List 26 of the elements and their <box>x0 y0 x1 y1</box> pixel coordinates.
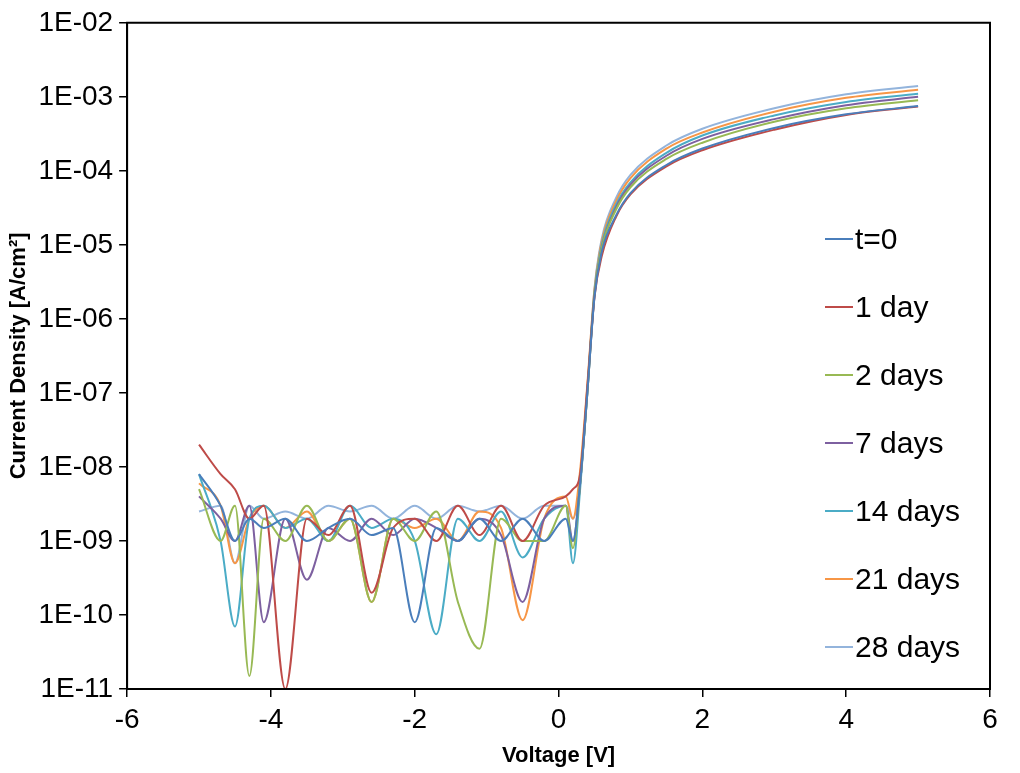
legend-label: t=0 <box>855 221 898 256</box>
y-tick-label: 1E-05 <box>38 227 114 259</box>
x-tick-label: -2 <box>402 702 428 734</box>
y-tick-label: 1E-02 <box>38 5 114 37</box>
legend-label: 7 days <box>855 425 944 460</box>
legend-label: 14 days <box>855 493 961 528</box>
x-tick-label: -4 <box>258 702 284 734</box>
x-tick-label: 0 <box>550 702 567 734</box>
x-axis-title: Voltage [V] <box>501 741 616 767</box>
y-axis-title: Current Density [A/cm²] <box>5 232 31 480</box>
legend-label: 1 day <box>855 289 929 324</box>
y-tick-label: 1E-04 <box>38 153 114 185</box>
y-tick-label: 1E-08 <box>38 449 114 481</box>
legend-label: 2 days <box>855 357 944 392</box>
legend-label: 28 days <box>855 629 961 664</box>
x-tick-label: 2 <box>694 702 711 734</box>
y-tick-label: 1E-11 <box>40 671 114 703</box>
y-tick-label: 1E-07 <box>38 375 114 407</box>
x-tick-label: -6 <box>114 702 140 734</box>
y-tick-label: 1E-09 <box>38 523 114 555</box>
x-tick-label: 4 <box>838 702 854 734</box>
y-tick-label: 1E-03 <box>38 79 114 111</box>
legend-label: 21 days <box>855 561 961 596</box>
y-tick-label: 1E-06 <box>38 301 114 333</box>
y-tick-label: 1E-10 <box>38 597 114 629</box>
x-tick-label: 6 <box>982 702 998 734</box>
